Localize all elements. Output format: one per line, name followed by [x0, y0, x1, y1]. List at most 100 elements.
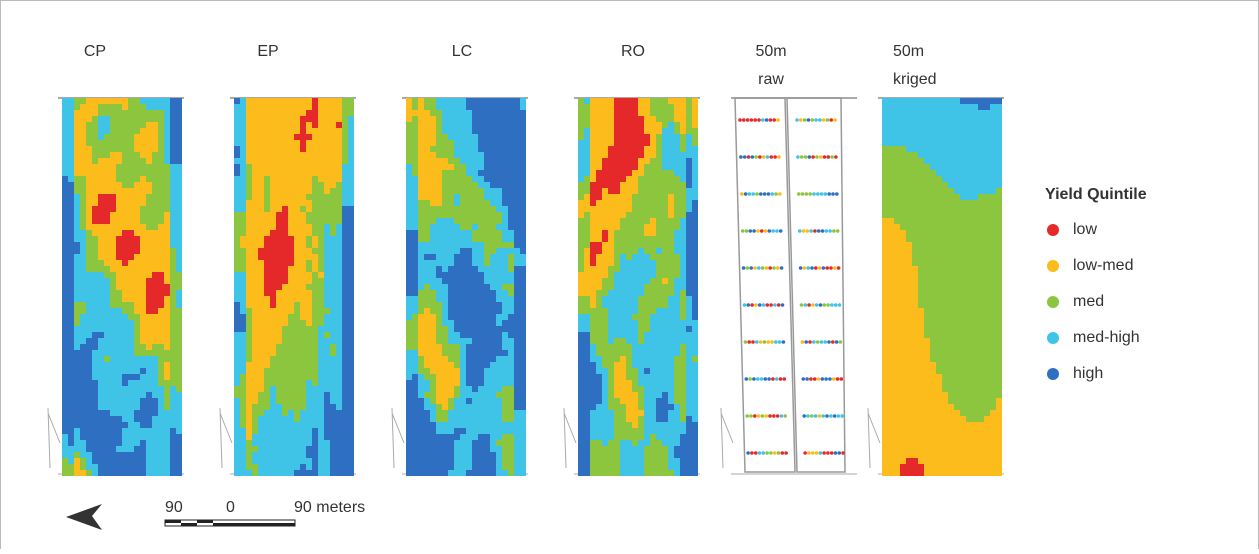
yield-cell	[270, 212, 276, 218]
yield-cell	[472, 164, 478, 170]
yield-cell	[110, 434, 116, 440]
yield-cell	[176, 422, 182, 428]
yield-cell	[514, 290, 520, 296]
yield-cell	[104, 302, 110, 308]
yield-cell	[152, 308, 158, 314]
yield-cell	[514, 470, 520, 476]
yield-cell	[460, 314, 466, 320]
yield-cell	[176, 104, 182, 110]
yield-cell	[418, 464, 424, 470]
yield-cell	[490, 374, 496, 380]
yield-cell	[680, 428, 686, 434]
yield-cell	[520, 410, 526, 416]
yield-cell	[86, 464, 92, 470]
yield-cell	[342, 446, 348, 452]
yield-cell	[638, 140, 644, 146]
yield-cell	[152, 326, 158, 332]
yield-cell	[662, 236, 668, 242]
yield-cell	[496, 428, 502, 434]
yield-cell	[460, 272, 466, 278]
yield-cell	[116, 374, 122, 380]
yield-cell	[466, 440, 472, 446]
yield-cell	[674, 254, 680, 260]
yield-cell	[330, 344, 336, 350]
yield-cell	[330, 452, 336, 458]
yield-cell	[282, 110, 288, 116]
yield-cell	[234, 302, 240, 308]
yield-cell	[638, 242, 644, 248]
yield-cell	[288, 206, 294, 212]
yield-cell	[246, 104, 252, 110]
yield-cell	[134, 440, 140, 446]
yield-cell	[650, 200, 656, 206]
yield-cell	[80, 362, 86, 368]
yield-cell	[674, 428, 680, 434]
yield-cell	[466, 398, 472, 404]
yield-cell	[514, 320, 520, 326]
yield-cell	[240, 344, 246, 350]
yield-cell	[152, 134, 158, 140]
yield-cell	[318, 134, 324, 140]
yield-cell	[454, 278, 460, 284]
yield-cell	[692, 392, 698, 398]
yield-cell	[258, 464, 264, 470]
yield-cell	[318, 182, 324, 188]
yield-cell	[656, 368, 662, 374]
yield-cell	[116, 146, 122, 152]
yield-cell	[270, 194, 276, 200]
yield-cell	[614, 338, 620, 344]
yield-cell	[484, 152, 490, 158]
yield-cell	[496, 260, 502, 266]
yield-cell	[164, 404, 170, 410]
yield-cell	[140, 206, 146, 212]
yield-cell	[122, 344, 128, 350]
yield-cell	[686, 452, 692, 458]
yield-cell	[496, 452, 502, 458]
yield-cell	[632, 206, 638, 212]
yield-cell	[608, 122, 614, 128]
yield-cell	[146, 254, 152, 260]
yield-cell	[502, 386, 508, 392]
yield-cell	[650, 392, 656, 398]
yield-cell	[234, 122, 240, 128]
yield-cell	[514, 422, 520, 428]
yield-cell	[590, 182, 596, 188]
yield-cell	[264, 182, 270, 188]
yield-cell	[596, 386, 602, 392]
yield-cell	[300, 230, 306, 236]
yield-cell	[258, 290, 264, 296]
yield-cell	[134, 344, 140, 350]
yield-cell	[632, 410, 638, 416]
yield-cell	[110, 272, 116, 278]
yield-cell	[110, 140, 116, 146]
yield-cell	[80, 260, 86, 266]
yield-cell	[692, 416, 698, 422]
yield-cell	[324, 254, 330, 260]
yield-cell	[86, 434, 92, 440]
yield-cell	[674, 344, 680, 350]
yield-cell	[680, 350, 686, 356]
yield-cell	[502, 248, 508, 254]
yield-cell	[134, 398, 140, 404]
yield-cell	[264, 302, 270, 308]
yield-cell	[614, 242, 620, 248]
yield-cell	[306, 434, 312, 440]
yield-cell	[674, 146, 680, 152]
yield-cell	[110, 212, 116, 218]
yield-cell	[626, 110, 632, 116]
yield-cell	[276, 284, 282, 290]
yield-cell	[324, 284, 330, 290]
yield-cell	[282, 368, 288, 374]
yield-cell	[442, 158, 448, 164]
yield-cell	[92, 152, 98, 158]
yield-cell	[122, 182, 128, 188]
yield-cell	[632, 392, 638, 398]
yield-cell	[170, 230, 176, 236]
yield-cell	[590, 362, 596, 368]
yield-cell	[620, 386, 626, 392]
yield-cell	[342, 374, 348, 380]
yield-cell	[460, 320, 466, 326]
yield-cell	[270, 104, 276, 110]
yield-cell	[128, 320, 134, 326]
yield-cell	[86, 110, 92, 116]
